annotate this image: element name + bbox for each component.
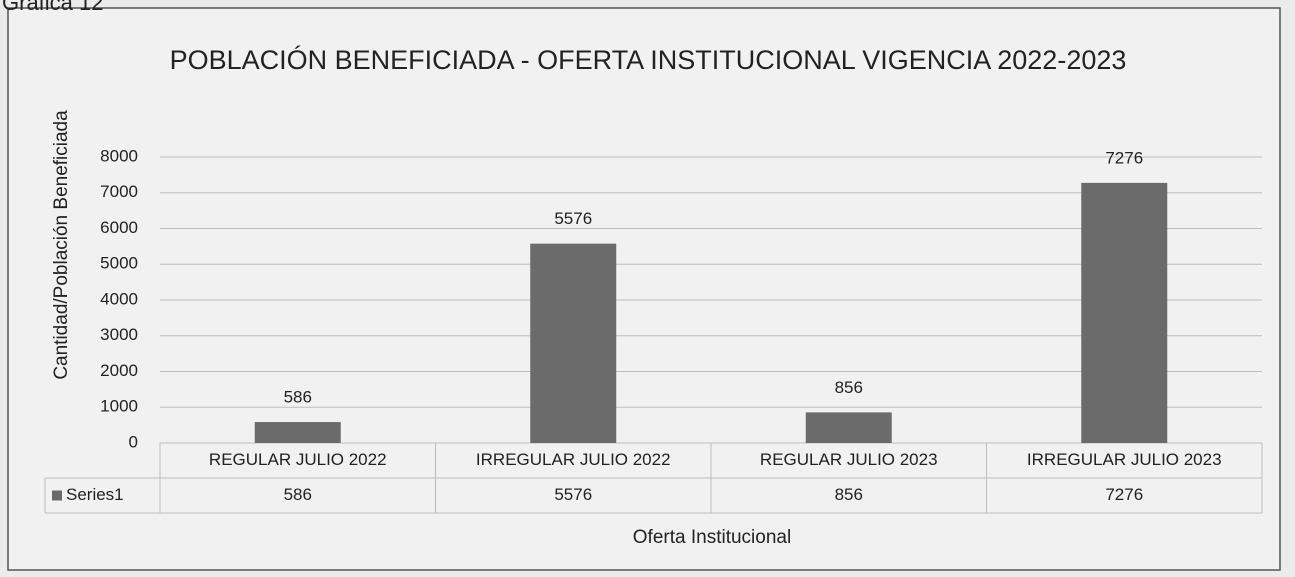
y-tick-label: 1000 <box>100 397 138 416</box>
y-tick-label: 8000 <box>100 146 138 165</box>
bar <box>254 422 341 443</box>
table-value: 856 <box>835 485 863 504</box>
table-value: 586 <box>284 485 312 504</box>
x-axis-label: Oferta Institucional <box>633 527 791 548</box>
y-tick-label: 3000 <box>100 325 138 344</box>
caption: Gráfica 12 <box>2 0 104 15</box>
chart-frame <box>7 7 1281 571</box>
y-axis-label: Cantidad/Población Beneficiada <box>51 110 72 380</box>
legend-label: Series1 <box>66 485 124 504</box>
bar <box>1081 182 1168 443</box>
chart-title: POBLACIÓN BENEFICIADA - OFERTA INSTITUCI… <box>169 45 1127 75</box>
table-value: 5576 <box>554 485 592 504</box>
table-value: 7276 <box>1105 485 1143 504</box>
legend-swatch <box>52 490 62 501</box>
y-tick-label: 2000 <box>100 361 138 380</box>
x-tick-label: REGULAR JULIO 2023 <box>760 450 938 469</box>
x-tick-label: IRREGULAR JULIO 2022 <box>476 450 671 469</box>
y-tick-label: 4000 <box>100 289 138 308</box>
y-tick-label: 6000 <box>100 218 138 237</box>
x-tick-label: IRREGULAR JULIO 2023 <box>1027 450 1222 469</box>
data-label: 586 <box>284 388 312 407</box>
y-tick-label: 0 <box>129 432 138 451</box>
data-label: 5576 <box>554 209 592 228</box>
bar <box>530 243 617 443</box>
bar <box>805 412 892 443</box>
y-tick-label: 5000 <box>100 254 138 273</box>
data-label: 7276 <box>1105 148 1143 167</box>
data-label: 856 <box>835 378 863 397</box>
x-tick-label: REGULAR JULIO 2022 <box>209 450 387 469</box>
y-tick-label: 7000 <box>100 182 138 201</box>
